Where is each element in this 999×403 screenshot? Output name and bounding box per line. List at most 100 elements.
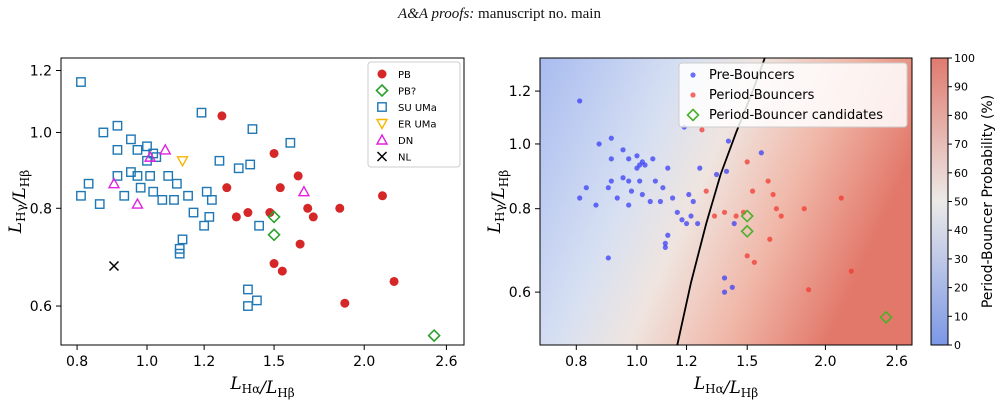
point-su-uma-16 [83,178,94,189]
point-period-bouncers-12 [767,236,773,242]
point-period-bouncers-1 [744,159,750,165]
legend-label-pb: PB [398,70,411,81]
point-su-uma-22 [157,194,168,205]
point-pre-bouncers-50 [695,220,701,227]
point-pre-bouncers-5 [626,156,632,162]
point-pb-8 [303,203,313,213]
colorbar-tick-0: 0 [954,339,961,352]
point-su-uma-30 [177,234,188,245]
point-period-bouncers-9 [778,213,784,219]
point-nl-0 [108,260,120,272]
x-tick-label-1.0: 1.0 [136,354,158,370]
plot-frame [60,57,465,346]
x-tick-label-1.2: 1.2 [193,354,215,370]
legend-label-er-uma: ER UMa [398,120,437,131]
x-tick-label-2.0: 2.0 [814,354,836,370]
point-dn-0 [107,177,121,189]
legend-marker-er-uma [375,118,389,130]
point-pre-bouncers-29 [683,220,690,227]
x-tick-label-0.8: 0.8 [66,354,88,370]
point-period-bouncers-3 [711,213,718,219]
point-period-bouncers-11 [838,195,844,201]
point-pre-bouncers-4 [608,156,614,162]
point-su-uma-41 [243,301,253,311]
point-pre-bouncers-2 [608,135,614,141]
point-pre-bouncers-40 [721,275,728,281]
legend-marker-pb [375,83,389,98]
point-pb-4 [243,208,253,218]
point-su-uma-19 [119,190,130,201]
point-pre-bouncers-10 [620,175,626,181]
point-su-uma-3 [126,134,136,145]
x-tick-label-2.0: 2.0 [353,354,375,370]
point-pre-bouncers-43 [605,185,611,191]
point-pre-bouncers-17 [577,195,583,201]
x-axis-label: LHα/LHβ [693,374,758,400]
point-pre-bouncers-33 [697,165,703,171]
point-pre-bouncers-11 [608,178,614,184]
point-pb-3 [231,212,241,222]
point-period-bouncer-candidates-1 [740,224,754,238]
colorbar-tick-60: 60 [954,167,968,180]
point-pre-bouncers-13 [637,178,643,184]
point-pre-bouncers-49 [679,217,685,223]
y-axis-label: LHγ/LHβ [6,170,32,234]
point-pre-bouncers-12 [626,178,632,184]
plot-frame [539,57,913,346]
point-pre-bouncers-42 [729,284,735,290]
colorbar-label: Period-Bouncer Probability (%) [980,95,996,308]
header-italic: A&A proofs: [398,6,475,22]
point-pb-13 [269,259,279,269]
colorbar-tick-30: 30 [954,253,968,266]
point-pre-bouncers-46 [650,156,656,162]
page-header: A&A proofs: manuscript no. main [0,6,999,23]
y-tick-label-1.2: 1.2 [509,84,531,100]
point-su-uma-18 [94,199,105,209]
colorbar-gradient [930,57,949,346]
point-pre-bouncers-27 [690,198,696,205]
point-pb-1 [269,148,279,158]
y-tick-label-0.8: 0.8 [509,202,531,218]
y-tick-label-0.6: 0.6 [509,285,531,301]
point-dn-3 [159,143,172,155]
x-tick-label-0.8: 0.8 [565,354,587,370]
legend-label-period-bouncers: Period-Bouncers [709,88,815,103]
point-pb-12 [295,239,305,249]
colorbar-tick-50: 50 [954,196,968,209]
point-pre-bouncers-48 [605,255,611,261]
point-period-bouncer-candidates-0 [740,209,754,223]
point-pb-1 [267,228,281,242]
x-tick-label-2.6: 2.6 [886,354,908,370]
point-su-uma-6 [142,141,152,152]
point-pre-bouncers-35 [723,168,730,174]
point-pre-bouncers-0 [577,98,583,104]
point-su-uma-42 [251,295,262,306]
point-period-bouncers-10 [801,206,807,212]
point-pre-bouncers-32 [662,244,668,251]
point-pb-5 [265,208,275,218]
legend-marker-pre-bouncers [690,72,696,78]
legend-marker-dn [375,133,389,145]
point-pre-bouncers-18 [593,202,599,208]
point-pre-bouncers-28 [688,213,694,219]
colorbar-tick-10: 10 [954,310,968,323]
point-er-uma-0 [176,156,189,168]
point-pre-bouncers-36 [725,138,732,144]
point-su-uma-20 [135,182,146,193]
point-su-uma-24 [183,190,193,201]
header-rest: manuscript no. main [478,6,601,22]
point-pre-bouncers-26 [686,191,692,198]
point-dn-1 [131,197,144,209]
point-su-uma-25 [188,207,199,218]
point-period-bouncers-4 [721,209,728,215]
y-tick-label-1.2: 1.2 [30,64,52,80]
point-pre-bouncers-44 [626,202,632,208]
point-pre-bouncers-8 [642,162,648,168]
point-dn-4 [297,185,311,197]
point-pre-bouncers-47 [665,165,671,171]
point-period-bouncers-7 [765,178,771,184]
point-su-uma-27 [206,194,217,205]
colorbar-tick-20: 20 [954,282,968,295]
point-pb-15 [389,276,399,286]
point-period-bouncer-candidates-2 [879,310,893,324]
